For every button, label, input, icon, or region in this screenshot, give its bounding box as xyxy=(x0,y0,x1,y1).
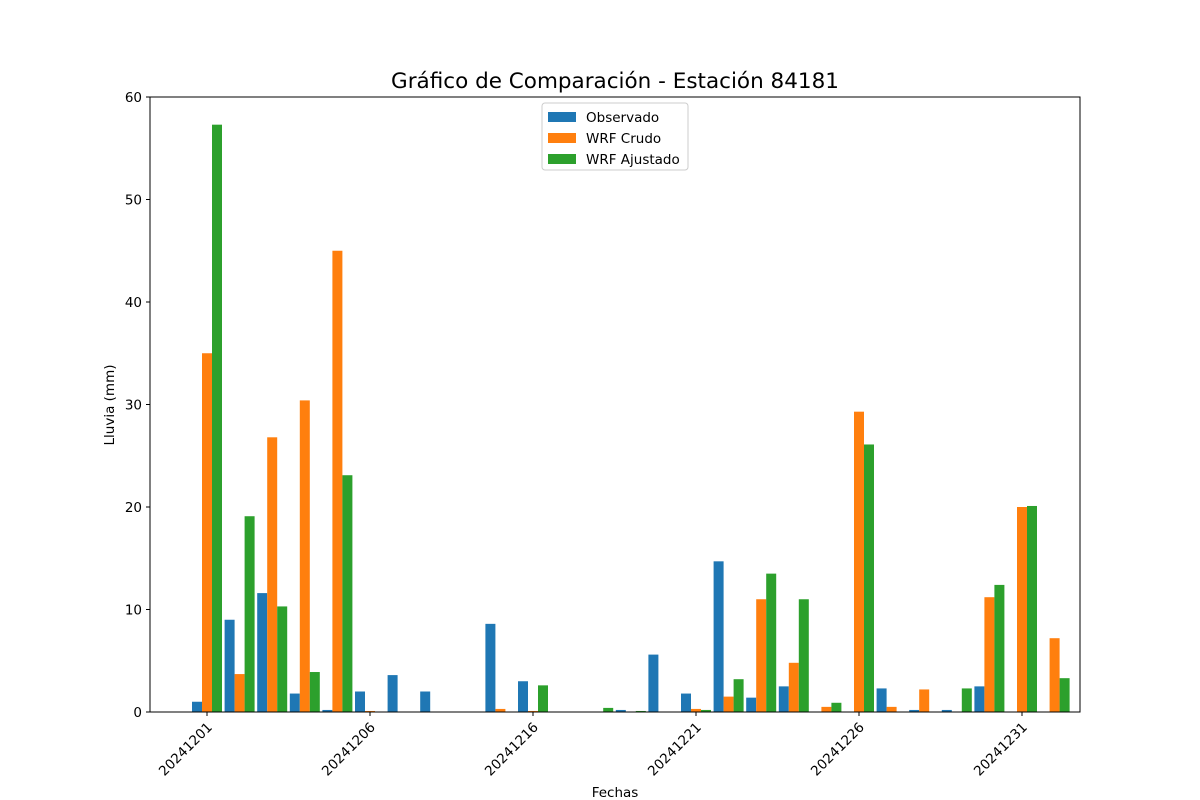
bar-observado-17 xyxy=(713,561,724,712)
x-tick-label: 20241206 xyxy=(319,720,379,780)
bar-wrf-crudo-16 xyxy=(691,708,701,712)
bar-wrf-crudo-2 xyxy=(234,674,245,712)
bar-observado-6 xyxy=(355,691,365,712)
bar-observado-7 xyxy=(387,675,398,712)
legend-label: Observado xyxy=(586,110,659,126)
bar-wrf-crudo-10 xyxy=(495,708,506,712)
bar-observado-18 xyxy=(746,697,757,712)
x-tick-label: 20241201 xyxy=(156,720,216,780)
bar-wrf-crudo-23 xyxy=(919,689,930,712)
bar-wrf-ajustado-19 xyxy=(798,599,809,712)
y-tick-label: 60 xyxy=(125,90,142,106)
bar-observado-22 xyxy=(876,688,887,712)
x-tick-label: 20241216 xyxy=(482,720,542,780)
bar-wrf-ajustado-17 xyxy=(733,679,744,712)
bar-wrf-ajustado-27 xyxy=(1059,678,1070,712)
bar-wrf-ajustado-24 xyxy=(961,688,972,712)
bar-wrf-crudo-4 xyxy=(299,400,310,712)
bar-observado-14 xyxy=(615,709,626,712)
bar-wrf-crudo-11 xyxy=(528,710,538,712)
bar-wrf-ajustado-25 xyxy=(994,584,1005,712)
y-axis-label: Lluvia (mm) xyxy=(102,365,118,446)
bar-wrf-ajustado-4 xyxy=(309,672,320,712)
bar-observado-1 xyxy=(192,701,202,712)
bar-observado-24 xyxy=(941,709,952,712)
bar-wrf-crudo-3 xyxy=(267,437,278,712)
bar-wrf-ajustado-14 xyxy=(635,710,646,712)
bar-observado-5 xyxy=(322,709,333,712)
legend-swatch xyxy=(548,133,576,143)
bar-wrf-ajustado-11 xyxy=(538,685,548,712)
bar-observado-25 xyxy=(974,686,985,712)
bar-wrf-ajustado-26 xyxy=(1027,505,1037,712)
bar-wrf-crudo-18 xyxy=(756,599,767,712)
bar-wrf-ajustado-5 xyxy=(342,475,353,712)
bar-observado-8 xyxy=(420,691,431,712)
bar-observado-4 xyxy=(289,693,300,712)
bar-wrf-crudo-1 xyxy=(202,353,212,712)
y-tick-label: 50 xyxy=(125,193,142,209)
x-tick-label: 20241221 xyxy=(645,720,705,780)
bar-observado-10 xyxy=(485,623,496,712)
bar-wrf-ajustado-3 xyxy=(277,606,288,712)
bar-wrf-ajustado-16 xyxy=(701,709,711,712)
x-tick-label: 20241231 xyxy=(971,720,1031,780)
legend-swatch xyxy=(548,112,576,122)
bar-wrf-ajustado-18 xyxy=(766,573,777,712)
bar-wrf-crudo-6 xyxy=(365,710,375,712)
bar-wrf-crudo-26 xyxy=(1017,507,1027,712)
bar-observado-3 xyxy=(257,593,268,712)
chart-title: Gráfico de Comparación - Estación 84181 xyxy=(391,69,839,94)
bar-observado-19 xyxy=(778,686,789,712)
legend-box xyxy=(541,102,689,171)
bar-wrf-crudo-20 xyxy=(821,706,832,712)
y-tick-label: 10 xyxy=(125,603,142,619)
bar-wrf-crudo-22 xyxy=(886,706,897,712)
y-tick-label: 20 xyxy=(125,500,142,516)
bar-wrf-crudo-19 xyxy=(788,662,799,712)
bar-observado-16 xyxy=(681,693,691,712)
legend-label: WRF Ajustado xyxy=(586,152,680,168)
bar-observado-15 xyxy=(648,654,659,712)
bar-wrf-ajustado-13 xyxy=(603,707,614,712)
legend-swatch xyxy=(548,154,576,164)
bar-wrf-crudo-27 xyxy=(1049,638,1060,712)
x-tick-label: 20241226 xyxy=(808,720,868,780)
bar-wrf-crudo-5 xyxy=(332,250,343,712)
bar-wrf-ajustado-20 xyxy=(831,702,842,712)
bar-wrf-crudo-25 xyxy=(984,597,995,712)
bar-observado-11 xyxy=(518,681,528,712)
legend-label: WRF Crudo xyxy=(586,131,661,147)
legend: Observado WRF Crudo WRF Ajustado xyxy=(541,102,689,171)
y-tick-label: 0 xyxy=(133,705,142,721)
bar-observado-2 xyxy=(224,619,235,712)
bar-observado-23 xyxy=(909,709,920,712)
bar-wrf-crudo-17 xyxy=(723,696,734,712)
bar-wrf-ajustado-2 xyxy=(244,516,255,712)
y-tick-label: 30 xyxy=(125,398,142,414)
bar-wrf-crudo-21 xyxy=(854,411,864,712)
bars-layer xyxy=(192,124,1070,713)
plot-frame xyxy=(149,96,1081,713)
y-tick-label: 40 xyxy=(125,295,142,311)
bar-wrf-ajustado-1 xyxy=(212,124,222,713)
bar-wrf-ajustado-21 xyxy=(864,444,874,712)
x-axis-label: Fechas xyxy=(592,785,639,800)
